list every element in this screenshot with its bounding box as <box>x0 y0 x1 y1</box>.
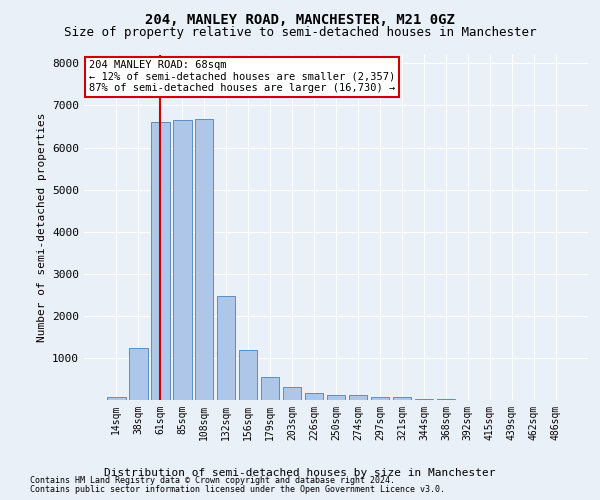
Bar <box>305 392 323 400</box>
Bar <box>173 120 191 400</box>
Bar <box>392 398 411 400</box>
Bar <box>437 399 455 400</box>
Text: Contains HM Land Registry data © Crown copyright and database right 2024.: Contains HM Land Registry data © Crown c… <box>30 476 395 485</box>
Bar <box>129 348 148 400</box>
Bar <box>261 377 280 400</box>
Bar <box>349 396 367 400</box>
Text: Contains public sector information licensed under the Open Government Licence v3: Contains public sector information licen… <box>30 484 445 494</box>
Text: 204 MANLEY ROAD: 68sqm
← 12% of semi-detached houses are smaller (2,357)
87% of : 204 MANLEY ROAD: 68sqm ← 12% of semi-det… <box>89 60 395 94</box>
Bar <box>371 396 389 400</box>
Bar <box>107 396 125 400</box>
Text: Distribution of semi-detached houses by size in Manchester: Distribution of semi-detached houses by … <box>104 468 496 477</box>
Bar <box>326 395 346 400</box>
Y-axis label: Number of semi-detached properties: Number of semi-detached properties <box>37 113 47 342</box>
Bar <box>415 398 433 400</box>
Text: Size of property relative to semi-detached houses in Manchester: Size of property relative to semi-detach… <box>64 26 536 39</box>
Bar <box>217 296 235 400</box>
Bar <box>239 350 257 400</box>
Bar <box>151 122 170 400</box>
Bar <box>283 387 301 400</box>
Text: 204, MANLEY ROAD, MANCHESTER, M21 0GZ: 204, MANLEY ROAD, MANCHESTER, M21 0GZ <box>145 12 455 26</box>
Bar <box>195 119 214 400</box>
